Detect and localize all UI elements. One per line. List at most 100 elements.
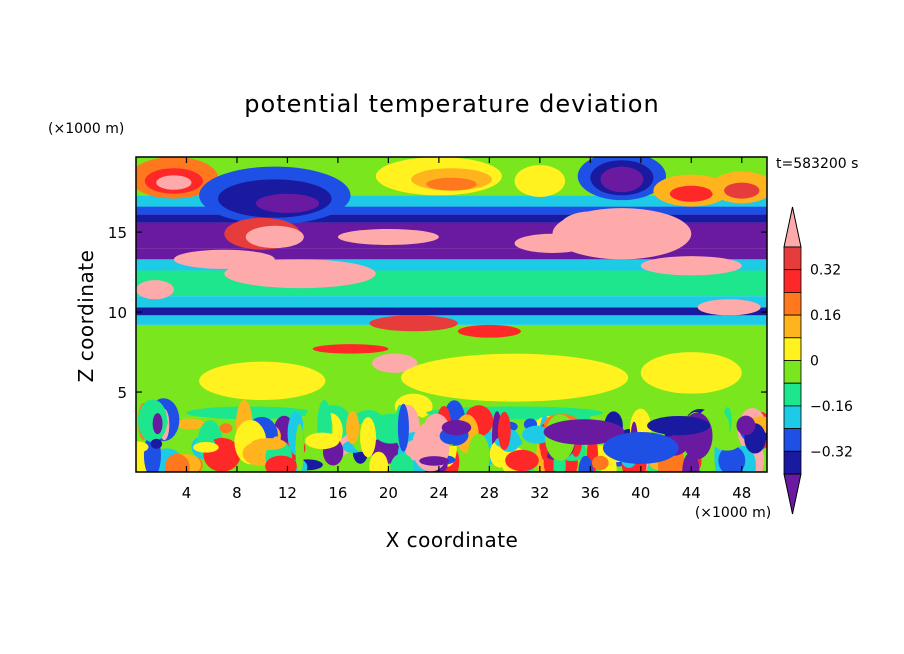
colorbar-label: 0 (810, 354, 819, 370)
field-blob (136, 280, 174, 300)
turbulence-blob (441, 419, 472, 436)
field-blob (514, 233, 591, 253)
field-blob (199, 361, 326, 401)
colorbar-bin (783, 337, 802, 361)
field-blob (514, 164, 566, 197)
x-unit-label: (×1000 m) (695, 505, 771, 521)
turbulence-blob (305, 432, 340, 450)
turbulence-blob (390, 453, 414, 472)
turbulence-blob (219, 423, 233, 434)
turbulence-blob (369, 451, 389, 472)
turbulence-blob (578, 455, 593, 472)
turbulence-blob (718, 445, 746, 472)
turbulence-blob (682, 452, 700, 472)
x-axis-ticks: 4 8 12 16 20 24 28 32 36 40 44 48 (182, 157, 751, 502)
colorbar: 0.32 0.16 0 −0.16 −0.32 (783, 206, 853, 515)
plot-frame (135, 156, 768, 473)
colorbar-bin (783, 269, 802, 293)
x-tick-label: 48 (732, 484, 751, 502)
field-band (136, 206, 767, 215)
field-blob (255, 193, 319, 213)
plot-area (136, 157, 767, 472)
x-tick-label: 24 (429, 484, 448, 502)
turbulence-blob (397, 403, 409, 452)
field-band (136, 248, 767, 260)
field-blob (426, 177, 477, 191)
colorbar-label: −0.16 (810, 399, 853, 415)
turbulence-blob (505, 449, 539, 472)
x-tick-label: 12 (278, 484, 297, 502)
colorbar-bottom-triangle (783, 473, 802, 515)
field-blob (647, 416, 711, 436)
field-band (136, 195, 767, 207)
field-blob (669, 185, 713, 202)
field-blob (697, 299, 761, 316)
x-tick-label: 36 (581, 484, 600, 502)
colorbar-bin (783, 314, 802, 339)
x-tick-label: 28 (480, 484, 499, 502)
field-band (136, 259, 767, 271)
y-axis-label: Z coordinate (74, 250, 98, 383)
x-tick-label: 32 (530, 484, 549, 502)
field-blob (724, 182, 760, 199)
field-blob (312, 344, 389, 354)
turbulence-blob (136, 441, 149, 453)
x-tick-label: 40 (631, 484, 650, 502)
turbulence-blob (152, 413, 163, 435)
turbulence-blob (164, 453, 190, 472)
colorbar-bin (783, 382, 802, 407)
field-blob (369, 315, 458, 332)
turbulence-blob (137, 399, 168, 443)
field-band (136, 307, 767, 316)
field-band (136, 296, 767, 308)
colorbar-bin (783, 246, 802, 271)
turbulence-blob (419, 456, 450, 466)
x-tick-label: 4 (182, 484, 192, 502)
colorbar-top-triangle (783, 206, 802, 248)
field-blob (371, 353, 418, 373)
y-tick-label: 15 (108, 224, 127, 242)
chart-title: potential temperature deviation (244, 90, 659, 118)
x-axis-label: X coordinate (386, 528, 519, 552)
colorbar-label: 0.16 (810, 308, 841, 324)
field-blob (600, 166, 644, 193)
turbulence-blob (265, 455, 297, 472)
field-band (136, 214, 767, 223)
colorbar-bin (783, 428, 802, 452)
field-blob (457, 324, 521, 338)
turbulence-blob (150, 438, 163, 449)
field-blob (245, 225, 304, 249)
turbulence-blob (591, 455, 609, 471)
field-blob (224, 259, 376, 289)
field-blob (543, 419, 625, 445)
y-tick-label: 5 (117, 384, 127, 402)
field-blob (640, 256, 742, 276)
field-blob (156, 175, 192, 190)
y-tick-label: 10 (108, 304, 127, 322)
turbulence-blob (497, 411, 511, 451)
time-label: t=583200 s (776, 156, 858, 172)
turbulence-blob (714, 436, 740, 451)
field-blob (602, 432, 679, 465)
x-tick-label: 16 (328, 484, 347, 502)
x-tick-label: 44 (682, 484, 701, 502)
colorbar-bin (783, 360, 802, 384)
colorbar-bin (783, 405, 802, 429)
y-axis-ticks: 5 10 15 (108, 224, 767, 402)
colorbar-bin (783, 450, 802, 475)
turbulence-blob (174, 418, 206, 430)
colorbar-label: 0.32 (810, 263, 841, 279)
turbulence-blob (295, 423, 304, 472)
y-unit-label: (×1000 m) (48, 121, 124, 137)
turbulence-blob (736, 415, 756, 436)
field-blob (337, 228, 439, 245)
turbulence-blob (360, 417, 377, 458)
x-tick-label: 20 (379, 484, 398, 502)
turbulence-blob (467, 433, 490, 472)
turbulence-blob (193, 442, 219, 453)
field-blob (401, 353, 629, 402)
x-tick-label: 8 (232, 484, 242, 502)
colorbar-label: −0.32 (810, 444, 853, 460)
turbulence-blob (250, 438, 287, 450)
